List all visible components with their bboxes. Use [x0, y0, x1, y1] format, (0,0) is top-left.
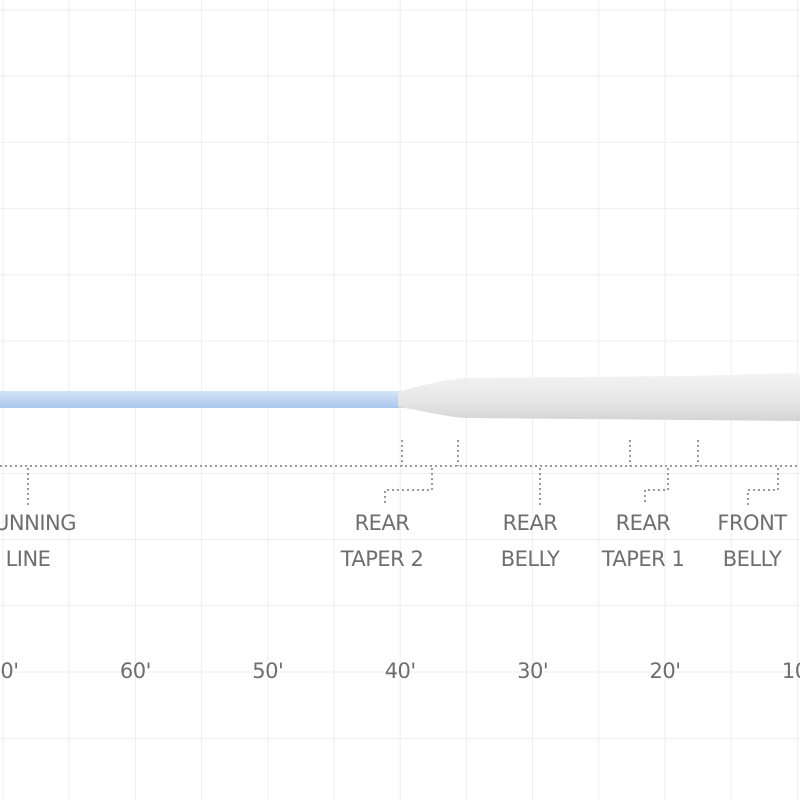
segment-label: TAPER 2 — [340, 547, 424, 571]
segment-label: REAR — [355, 511, 410, 535]
segment-label: TAPER 1 — [601, 547, 685, 571]
segment-label: FRONT — [717, 511, 787, 535]
scale-label: 60' — [120, 659, 151, 683]
segment-label: RUNNING — [0, 511, 76, 535]
pointer — [747, 468, 779, 505]
labels: RUNNING LINE REAR TAPER 2 REAR BELLY REAR TAPER… — [0, 511, 800, 683]
pointer — [629, 440, 699, 505]
scale-label: 10' — [782, 659, 800, 683]
line-head — [398, 373, 800, 421]
scale-label: 70' — [0, 659, 19, 683]
scale-label: 50' — [252, 659, 283, 683]
segment-label: BELLY — [723, 547, 782, 571]
segment-label: REAR — [616, 511, 671, 535]
running-line — [0, 391, 405, 408]
segment-label: REAR — [503, 511, 558, 535]
scale-label: 40' — [385, 659, 416, 683]
scale-label: 30' — [517, 659, 548, 683]
pointer — [384, 440, 459, 505]
scale-label: 20' — [650, 659, 681, 683]
segment-label: BELLY — [501, 547, 560, 571]
segment-label: LINE — [6, 547, 51, 571]
